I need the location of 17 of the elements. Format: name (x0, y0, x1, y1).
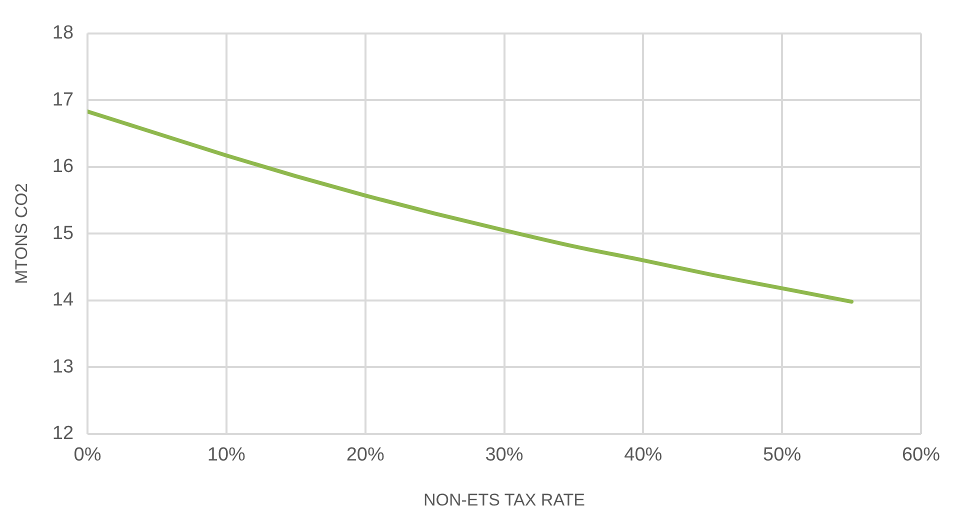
x-tick-label: 0% (74, 444, 102, 466)
x-tick-label: 60% (902, 444, 940, 466)
y-tick-label: 13 (52, 356, 74, 378)
x-tick-label: 30% (485, 444, 524, 466)
line-series (88, 109, 854, 304)
x-tick-label: 10% (207, 444, 246, 466)
y-tick-label: 17 (52, 89, 74, 110)
y-axis-title: MTONS CO2 (12, 183, 31, 284)
x-tick-label: 50% (763, 444, 802, 466)
y-tick-label: 15 (52, 222, 74, 244)
y-tick-label: 18 (52, 22, 74, 44)
x-tick-label: 40% (624, 444, 662, 466)
x-tick-label: 20% (346, 444, 384, 466)
y-tick-label: 16 (52, 156, 74, 178)
x-axis-title: NON-ETS TAX RATE (423, 490, 586, 510)
y-tick-label: 12 (52, 423, 74, 444)
y-tick-label: 14 (52, 290, 74, 311)
